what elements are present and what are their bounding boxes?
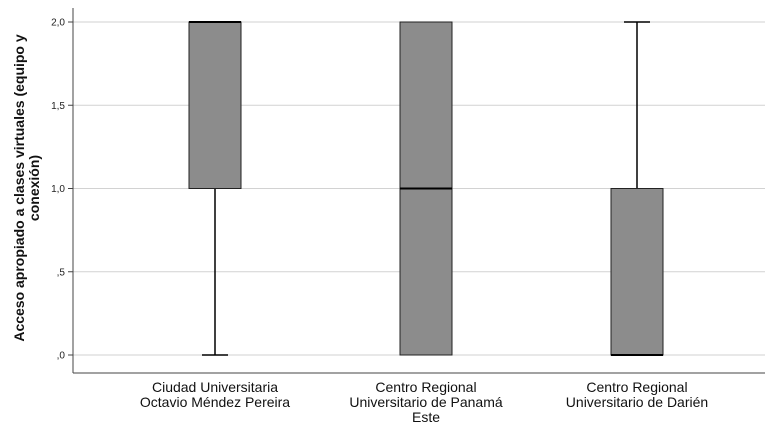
- axes: [68, 8, 765, 374]
- y-tick-label-0: ,0: [57, 351, 66, 362]
- y-tick-label-1: ,5: [57, 267, 66, 278]
- x-category-label-2: Centro Regional Universitario de Darién: [566, 379, 708, 410]
- box-0: [188, 21, 242, 189]
- x-category-label-line-1-0: Centro Regional: [375, 379, 476, 395]
- x-category-label-line-2-0: Centro Regional: [586, 379, 687, 395]
- y-axis-title-line-0: Acceso apropiado a clases virtuales (equ…: [11, 34, 27, 342]
- x-category-labels: Ciudad Universitaria Octavio Méndez Perei…: [140, 379, 708, 425]
- x-category-label-1: Centro Regional Universitario de Panamá Es…: [349, 379, 503, 425]
- x-category-label-line-2-1: Universitario de Darién: [566, 394, 708, 410]
- y-axis-title: Acceso apropiado a clases virtuales (equ…: [11, 34, 42, 342]
- boxes: [188, 21, 664, 356]
- x-category-label-line-0-1: Octavio Méndez Pereira: [140, 394, 290, 410]
- y-tick-labels: ,0 ,5 1,0 1,5 2,0: [51, 18, 65, 362]
- y-tick-label-4: 2,0: [51, 18, 65, 29]
- x-category-label-0: Ciudad Universitaria Octavio Méndez Perei…: [140, 379, 290, 410]
- y-tick-label-3: 1,5: [51, 101, 65, 112]
- box-group-1: [399, 21, 453, 356]
- box-2: [610, 188, 664, 356]
- x-category-label-line-1-2: Este: [412, 409, 440, 425]
- box-group-0: [188, 21, 242, 356]
- y-tick-label-2: 1,0: [51, 184, 65, 195]
- y-axis-title-line-1: conexión): [26, 155, 42, 221]
- box-group-2: [610, 21, 664, 356]
- x-category-label-line-1-1: Universitario de Panamá: [349, 394, 503, 410]
- x-category-label-line-0-0: Ciudad Universitaria: [152, 379, 278, 395]
